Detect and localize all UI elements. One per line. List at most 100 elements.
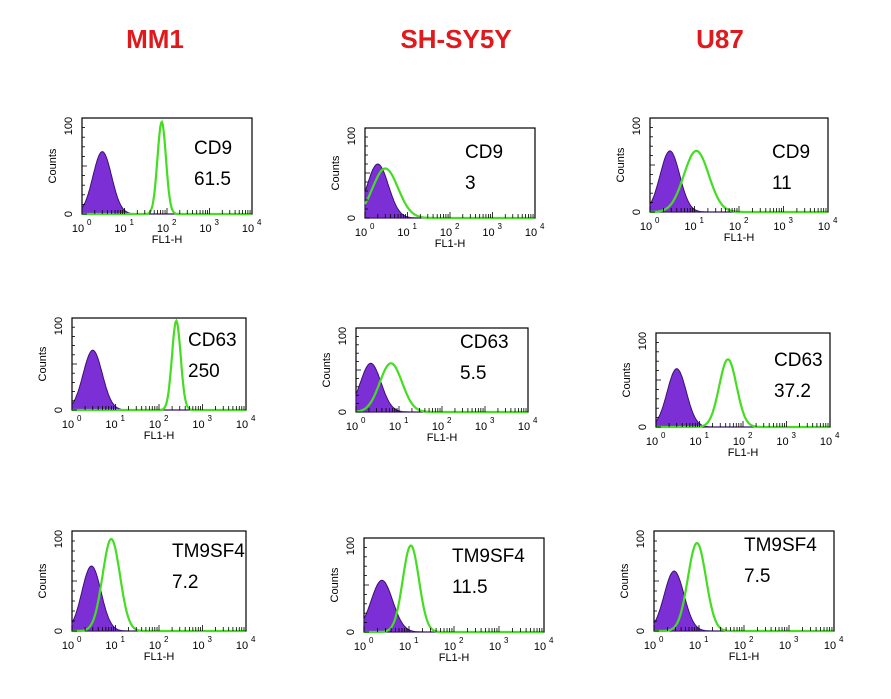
x-tick-exponent: 2 — [459, 636, 464, 645]
x-tick-exponent: 0 — [661, 431, 666, 440]
x-tick-label: 10 — [236, 640, 248, 652]
y-axis-label: Counts — [37, 563, 49, 598]
x-tick-label: 10 — [489, 641, 501, 653]
x-tick-label: 10 — [733, 436, 745, 448]
x-tick-label: 10 — [397, 227, 409, 239]
x-tick-label: 10 — [432, 421, 444, 433]
y-axis-label: Counts — [615, 147, 627, 182]
marker-histogram-line — [656, 358, 830, 429]
y-tick-label: 0 — [346, 215, 358, 221]
y-tick-label: 100 — [637, 332, 649, 350]
x-tick-label: 10 — [192, 419, 204, 431]
x-tick-exponent: 3 — [208, 635, 213, 644]
marker-value-label: 7.2 — [172, 572, 198, 593]
y-tick-label: 0 — [53, 628, 65, 634]
x-tick-exponent: 1 — [705, 431, 710, 440]
x-tick-exponent: 1 — [130, 218, 135, 227]
marker-histogram-line — [355, 362, 528, 414]
x-tick-label: 10 — [199, 223, 211, 235]
x-tick-label: 10 — [114, 223, 126, 235]
x-tick-exponent: 2 — [447, 416, 452, 425]
x-tick-exponent: 3 — [789, 216, 794, 225]
marker-histogram-line — [364, 544, 544, 634]
marker-name-label: CD63 — [774, 350, 823, 371]
x-tick-exponent: 0 — [655, 216, 660, 225]
marker-name-label: CD63 — [188, 330, 237, 351]
marker-name-label: CD9 — [465, 142, 503, 163]
x-tick-label: 10 — [818, 221, 830, 233]
x-axis-label: FL1-H — [427, 432, 458, 444]
x-axis-label: FL1-H — [728, 447, 759, 459]
y-tick-label: 100 — [346, 127, 358, 145]
x-tick-exponent: 1 — [414, 636, 419, 645]
y-axis-label: Counts — [321, 352, 333, 387]
x-tick-label: 10 — [684, 221, 696, 233]
x-tick-exponent: 2 — [164, 635, 169, 644]
isotype-histogram — [355, 362, 528, 413]
isotype-histogram — [71, 349, 246, 411]
y-tick-label: 0 — [631, 209, 643, 215]
x-axis-label: FL1-H — [439, 652, 470, 664]
x-axis-label: FL1-H — [729, 651, 760, 663]
y-tick-label: 0 — [337, 409, 349, 415]
x-tick-label: 10 — [475, 421, 487, 433]
x-tick-exponent: 0 — [370, 222, 375, 231]
column-title-u87: U87 — [696, 24, 744, 54]
marker-value-label: 7.5 — [744, 566, 770, 587]
x-tick-label: 10 — [689, 640, 701, 652]
y-tick-label: 100 — [53, 317, 65, 335]
x-tick-exponent: 4 — [257, 218, 262, 227]
marker-histogram-line — [82, 119, 252, 216]
x-tick-exponent: 3 — [490, 416, 495, 425]
x-tick-exponent: 2 — [172, 218, 177, 227]
x-tick-label: 10 — [105, 640, 117, 652]
marker-histogram-line — [654, 541, 834, 633]
x-tick-label: 10 — [444, 641, 456, 653]
x-tick-exponent: 2 — [748, 431, 753, 440]
x-tick-exponent: 3 — [504, 636, 509, 645]
x-tick-label: 10 — [773, 221, 785, 233]
x-tick-exponent: 1 — [704, 635, 709, 644]
x-tick-label: 10 — [644, 640, 656, 652]
x-tick-exponent: 1 — [413, 222, 418, 231]
y-axis-label: Counts — [47, 148, 59, 183]
y-axis-label: Counts — [329, 567, 341, 602]
x-tick-label: 10 — [640, 221, 652, 233]
x-tick-label: 10 — [242, 223, 254, 235]
y-tick-label: 100 — [337, 327, 349, 345]
x-tick-label: 10 — [399, 641, 411, 653]
x-tick-exponent: 4 — [839, 635, 844, 644]
x-axis-label: FL1-H — [724, 232, 755, 244]
x-tick-label: 10 — [157, 223, 169, 235]
y-tick-label: 0 — [637, 424, 649, 430]
marker-value-label: 61.5 — [194, 169, 231, 190]
marker-value-label: 250 — [188, 361, 220, 382]
y-tick-label: 100 — [635, 530, 647, 548]
marker-name-label: TM9SF4 — [744, 535, 817, 556]
x-tick-label: 10 — [729, 221, 741, 233]
x-tick-label: 10 — [389, 421, 401, 433]
x-tick-label: 10 — [824, 640, 836, 652]
x-tick-label: 10 — [776, 436, 788, 448]
x-tick-exponent: 4 — [833, 216, 838, 225]
x-tick-label: 10 — [820, 436, 832, 448]
x-tick-exponent: 3 — [794, 635, 799, 644]
x-tick-exponent: 3 — [215, 218, 220, 227]
x-tick-exponent: 4 — [251, 414, 256, 423]
x-tick-exponent: 4 — [540, 222, 545, 231]
x-tick-exponent: 0 — [369, 636, 374, 645]
x-axis-label: FL1-H — [144, 651, 175, 663]
x-tick-label: 10 — [72, 223, 84, 235]
marker-histogram-line — [650, 149, 828, 214]
y-tick-label: 100 — [53, 530, 65, 548]
x-tick-exponent: 4 — [251, 635, 256, 644]
marker-value-label: 11 — [772, 173, 792, 194]
x-tick-label: 10 — [62, 640, 74, 652]
x-tick-label: 10 — [646, 436, 658, 448]
x-tick-exponent: 2 — [455, 222, 460, 231]
x-axis-label: FL1-H — [435, 238, 466, 250]
x-axis-label: FL1-H — [152, 234, 183, 246]
